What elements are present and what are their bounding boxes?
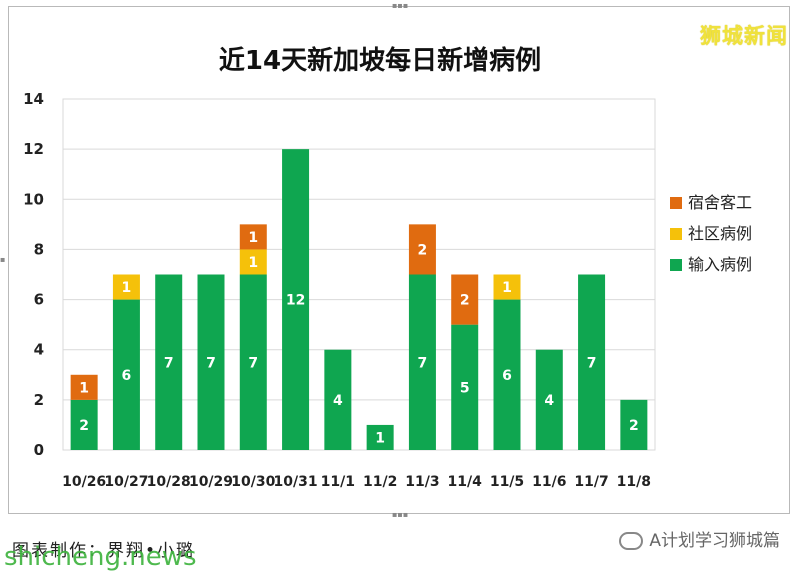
y-tick-label: 14 [23, 90, 44, 108]
bar-segment [493, 274, 521, 300]
data-label: 7 [206, 355, 216, 371]
bar-segment [70, 399, 98, 450]
data-label: 12 [286, 293, 305, 309]
bar-segment [239, 249, 267, 275]
data-label: 4 [333, 393, 343, 409]
data-label: 6 [122, 368, 132, 384]
x-tick-label: 11/1 [321, 474, 355, 490]
data-label: 2 [418, 242, 428, 258]
data-label: 7 [587, 355, 597, 371]
x-tick-label: 10/26 [62, 474, 106, 490]
legend-swatch [670, 259, 682, 271]
x-tick-label: 11/6 [532, 474, 566, 490]
data-label: 2 [460, 293, 470, 309]
bar-segment [70, 374, 98, 400]
bar-segment [112, 299, 140, 450]
watermark-site: shicheng.news [4, 542, 197, 572]
data-label: 4 [544, 393, 554, 409]
resize-handle-top[interactable]: ▪▪▪ [392, 1, 409, 10]
bar-segment [451, 274, 479, 325]
resize-handle-left[interactable]: ▪ [0, 255, 6, 264]
bar-segment [155, 274, 183, 450]
data-label: 7 [164, 355, 174, 371]
bar-segment [408, 274, 436, 450]
x-tick-label: 11/7 [574, 474, 608, 490]
bar-segment [451, 324, 479, 450]
bar-segment [366, 424, 394, 450]
bar-segment [112, 274, 140, 300]
data-label: 2 [79, 418, 89, 434]
resize-handle-bottom[interactable]: ▪▪▪ [392, 510, 409, 519]
y-tick-label: 2 [34, 391, 44, 409]
data-label: 6 [502, 368, 512, 384]
data-label: 2 [629, 418, 639, 434]
data-label: 7 [248, 355, 258, 371]
data-label: 1 [79, 380, 89, 396]
x-tick-label: 10/29 [189, 474, 233, 490]
data-label: 7 [418, 355, 428, 371]
y-tick-label: 12 [23, 140, 44, 158]
x-tick-label: 10/30 [231, 474, 275, 490]
plot-area [62, 98, 656, 451]
x-tick-label: 11/2 [363, 474, 397, 490]
x-tick-label: 11/3 [405, 474, 439, 490]
bar-segment [197, 274, 225, 450]
y-tick-label: 4 [34, 341, 44, 359]
wechat-icon [619, 532, 644, 550]
x-tick-label: 11/8 [617, 474, 651, 490]
x-tick-label: 10/31 [274, 474, 318, 490]
chart-title: 近14天新加坡每日新增病例 [218, 46, 542, 76]
watermark-wechat: A计划学习狮城篇 [619, 526, 780, 551]
y-tick-label: 10 [23, 190, 44, 208]
legend-label: 宿舍客工 [688, 193, 752, 212]
data-label: 1 [502, 280, 512, 296]
data-label: 1 [248, 230, 258, 246]
bar-segment [408, 224, 436, 275]
chart-credit: 图表制作：界翔•小璐 [12, 541, 196, 561]
data-label: 1 [248, 255, 258, 271]
legend-swatch [670, 197, 682, 209]
bar-segment [578, 274, 606, 450]
y-tick-label: 0 [34, 441, 44, 459]
chart-frame [8, 6, 790, 514]
bar-segment [620, 399, 648, 450]
bar-segment [535, 349, 563, 450]
x-tick-label: 10/28 [147, 474, 191, 490]
bar-segment [282, 149, 310, 450]
data-label: 1 [375, 430, 385, 446]
bar-segment [239, 224, 267, 250]
y-tick-label: 6 [34, 291, 44, 309]
bar-segment [239, 274, 267, 450]
legend-label: 输入病例 [688, 255, 752, 274]
data-label: 1 [122, 280, 132, 296]
watermark-top: 狮城新闻 [700, 24, 788, 48]
legend-swatch [670, 228, 682, 240]
x-tick-label: 11/4 [448, 474, 483, 490]
bar-segment [493, 299, 521, 450]
x-tick-label: 11/5 [490, 474, 524, 490]
bar-segment [324, 349, 352, 450]
data-label: 5 [460, 380, 470, 396]
chart-svg: 024681012142110/266110/27710/28710/29711… [23, 90, 752, 490]
watermark-wechat-text: A计划学习狮城篇 [649, 531, 780, 551]
x-tick-label: 10/27 [104, 474, 148, 490]
y-tick-label: 8 [34, 240, 44, 258]
legend-label: 社区病例 [688, 224, 752, 243]
